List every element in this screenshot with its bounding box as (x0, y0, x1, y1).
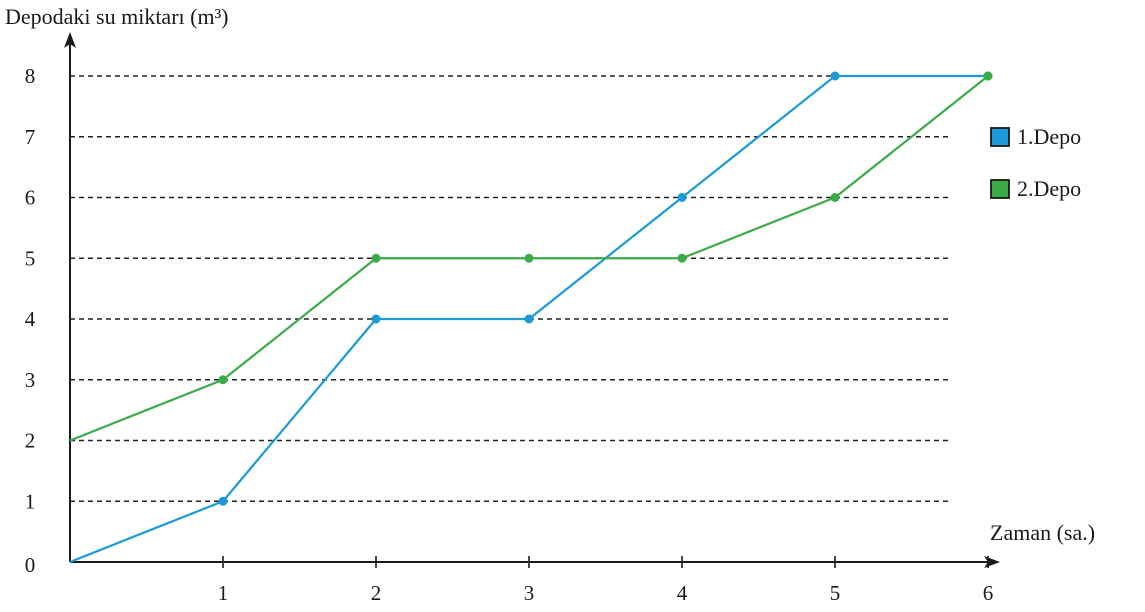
y-tick-label-5: 5 (25, 246, 36, 270)
series-2-point-4 (677, 253, 687, 263)
series-2-point-5 (830, 193, 840, 202)
y-tick-label-2: 2 (25, 429, 36, 453)
legend-swatch-1 (990, 127, 1010, 147)
y-tick-label-4: 4 (25, 307, 36, 331)
x-tick-label-3: 3 (524, 581, 535, 605)
series-2-point-1 (218, 375, 228, 385)
origin-label: 0 (25, 553, 36, 577)
series-1-point-3 (524, 314, 534, 324)
x-tick-label-4: 4 (677, 581, 688, 605)
y-tick-label-3: 3 (25, 368, 36, 392)
legend-swatch-2 (990, 179, 1010, 199)
x-tick-label-6: 6 (983, 581, 994, 605)
x-tick-label-2: 2 (371, 581, 382, 605)
series (69, 71, 993, 564)
series-1-point-5 (830, 71, 840, 81)
grid-lines (70, 75, 950, 502)
series-1-point-4 (677, 193, 687, 202)
y-axis-arrow (64, 32, 76, 48)
axes (64, 32, 1000, 568)
labels: Depodaki su miktarı (m³) Zaman (sa.) 0 (5, 4, 1095, 577)
ticks: 1 2 3 4 5 6 7 8 1 2 3 4 5 6 (25, 64, 994, 605)
series-2-point-6 (983, 71, 993, 81)
legend-label-1: 1.Depo (1017, 124, 1081, 149)
x-tick-label-1: 1 (218, 581, 229, 605)
y-tick-label-7: 7 (25, 125, 36, 149)
y-tick-label-6: 6 (25, 186, 36, 210)
series-1-point-1 (218, 496, 228, 506)
series-2-point-3 (524, 253, 534, 263)
x-axis-title: Zaman (sa.) (990, 520, 1095, 545)
y-tick-label-1: 1 (25, 489, 36, 513)
series-2-point-2 (371, 253, 381, 263)
y-axis-title: Depodaki su miktarı (m³) (5, 4, 229, 29)
legend-label-2: 2.Depo (1017, 176, 1081, 201)
series-1-point-2 (371, 314, 381, 324)
legend: 1.Depo 2.Depo (990, 124, 1081, 201)
x-tick-label-5: 5 (830, 581, 841, 605)
y-tick-label-8: 8 (25, 64, 36, 88)
